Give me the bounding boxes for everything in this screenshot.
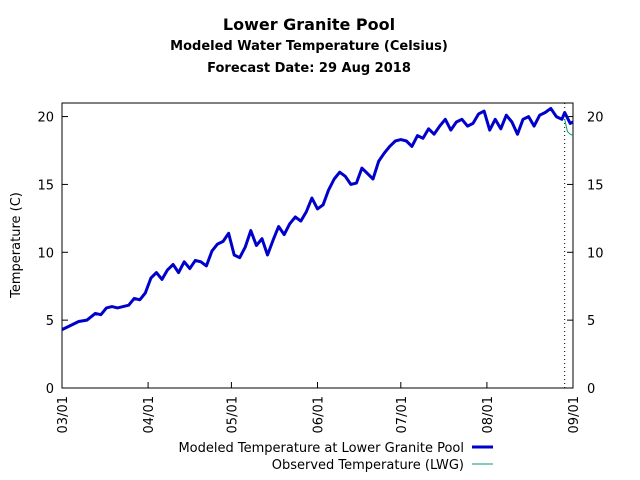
legend-label: Observed Temperature (LWG) bbox=[272, 458, 464, 473]
y-tick-label-right: 10 bbox=[587, 246, 604, 261]
x-tick-label: 09/01 bbox=[567, 396, 582, 433]
plot-frame bbox=[61, 102, 574, 389]
x-tick-label: 05/01 bbox=[225, 396, 240, 433]
y-tick-label-left: 5 bbox=[46, 314, 54, 329]
legend-label: Modeled Temperature at Lower Granite Poo… bbox=[178, 441, 464, 456]
y-tick-label-left: 20 bbox=[37, 111, 54, 126]
y-tick-label-right: 15 bbox=[587, 178, 604, 193]
chart-title: Lower Granite Pool bbox=[222, 15, 396, 34]
x-tick-label: 03/01 bbox=[56, 396, 71, 433]
chart-title-block: Lower Granite Pool Modeled Water Tempera… bbox=[0, 14, 618, 80]
y-axis-label: Temperature (C) bbox=[9, 192, 24, 299]
y-tick-label-right: 5 bbox=[587, 314, 595, 329]
chart-subtitle: Modeled Water Temperature (Celsius) bbox=[170, 39, 448, 54]
x-tick-label: 07/01 bbox=[395, 396, 410, 433]
y-tick-label-right: 0 bbox=[587, 382, 595, 397]
y-tick-label-left: 0 bbox=[46, 382, 54, 397]
observed-temperature-line bbox=[564, 119, 574, 137]
x-tick-label: 04/01 bbox=[142, 396, 157, 433]
y-tick-label-left: 15 bbox=[37, 178, 54, 193]
y-tick-label-right: 20 bbox=[587, 111, 604, 126]
forecast-date-label: Forecast Date: 29 Aug 2018 bbox=[207, 61, 411, 76]
y-tick-label-left: 10 bbox=[37, 246, 54, 261]
modeled-temperature-line bbox=[61, 106, 574, 331]
x-tick-label: 08/01 bbox=[481, 396, 496, 433]
x-tick-label: 06/01 bbox=[312, 396, 327, 433]
